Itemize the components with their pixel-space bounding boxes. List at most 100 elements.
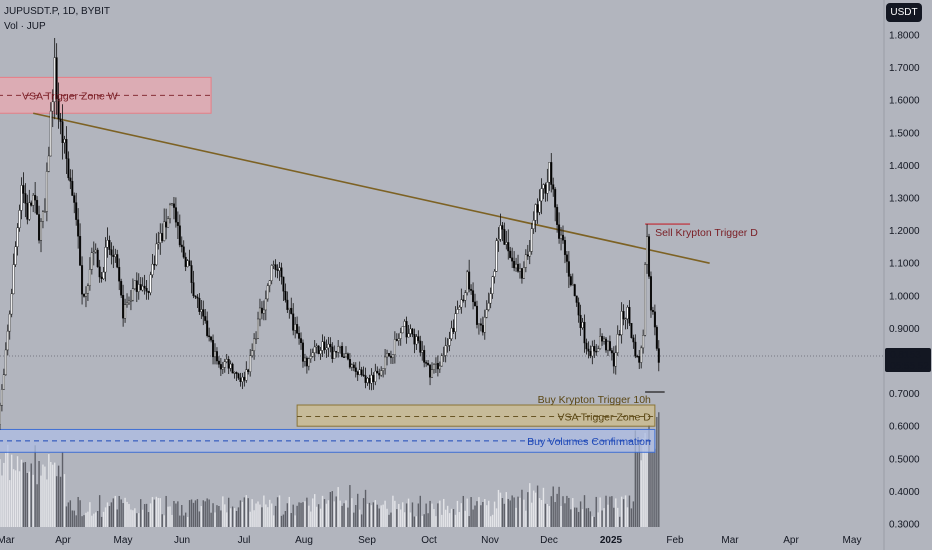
- candle: [591, 340, 594, 365]
- candle: [395, 333, 398, 342]
- volume-bar: [609, 496, 611, 527]
- candle-body: [309, 356, 312, 360]
- volume-bar: [579, 501, 582, 527]
- candle-body: [579, 314, 582, 328]
- volume-bar: [355, 505, 357, 527]
- candle: [317, 345, 320, 355]
- candle-body: [489, 293, 492, 304]
- candle-body: [59, 118, 62, 122]
- candle: [603, 336, 606, 345]
- volume-bar: [233, 508, 236, 527]
- volume-bar: [272, 515, 275, 527]
- candle: [648, 233, 651, 279]
- volume-bar: [581, 509, 584, 527]
- candle: [655, 325, 658, 351]
- candle: [483, 309, 486, 340]
- candle-body: [591, 346, 594, 357]
- candle: [98, 259, 101, 283]
- candle-body: [270, 265, 273, 281]
- candle-body: [585, 342, 588, 350]
- candle-body: [36, 199, 39, 215]
- volume-bar: [429, 500, 431, 527]
- candle-body: [346, 353, 349, 360]
- candle-body: [321, 341, 324, 351]
- volume-bar: [95, 512, 97, 527]
- candle: [106, 227, 109, 258]
- volume-bar: [284, 511, 287, 527]
- candle: [300, 332, 303, 350]
- candle: [344, 346, 347, 358]
- candle-body: [475, 305, 478, 325]
- candle: [139, 277, 142, 291]
- volume-bar: [171, 514, 173, 527]
- candle: [184, 252, 187, 272]
- candle: [417, 330, 420, 344]
- volume-bar: [519, 497, 521, 527]
- volume-bar: [67, 502, 70, 527]
- volume-bar: [149, 503, 152, 527]
- candle-body: [294, 324, 297, 331]
- candle-body: [515, 263, 518, 269]
- volume-bar: [112, 498, 115, 527]
- candle-body: [534, 204, 537, 221]
- volume-bar: [30, 463, 32, 527]
- candle: [388, 353, 391, 357]
- candle-body: [163, 221, 166, 241]
- candle: [303, 353, 306, 367]
- volume-bar: [310, 511, 312, 527]
- candle-body: [208, 335, 211, 338]
- candle: [149, 271, 152, 296]
- volume-bar: [190, 499, 193, 527]
- candle-body: [94, 249, 97, 253]
- candle: [565, 250, 568, 273]
- candle-body: [120, 281, 123, 296]
- volume-bar: [212, 503, 214, 527]
- volume-bar: [534, 492, 537, 527]
- candle: [112, 245, 115, 269]
- candle: [386, 349, 389, 366]
- candle: [100, 272, 103, 283]
- candle-body: [282, 276, 285, 292]
- candle: [96, 247, 99, 268]
- candle: [634, 334, 637, 359]
- candle: [348, 353, 351, 369]
- volume-bar: [179, 515, 181, 527]
- candle-body: [630, 323, 633, 339]
- candle-body: [487, 302, 490, 310]
- candle-body: [632, 337, 635, 343]
- candle-body: [456, 309, 459, 314]
- volume-bar: [531, 502, 533, 527]
- candle: [356, 370, 359, 381]
- volume-bar: [615, 498, 617, 527]
- candle: [59, 113, 62, 135]
- volume-bar: [308, 505, 310, 527]
- candle: [624, 317, 627, 330]
- candle-body: [83, 293, 86, 297]
- currency-badge[interactable]: USDT: [886, 3, 922, 22]
- volume-bar: [317, 504, 320, 527]
- volume-bar: [141, 509, 144, 527]
- candle: [186, 259, 189, 268]
- volume-bar: [177, 501, 179, 527]
- candle: [358, 361, 361, 376]
- level-label: Sell Krypton Trigger D: [655, 227, 758, 239]
- candle: [493, 269, 496, 284]
- candle: [415, 334, 418, 350]
- candle: [329, 337, 332, 353]
- time-axis[interactable]: Mar Apr May Jun Jul Aug Sep Oct Nov Dec 2025 Feb Mar…: [0, 535, 861, 546]
- volume-bar: [587, 507, 590, 527]
- candle: [274, 259, 277, 278]
- volume-bar: [339, 500, 341, 527]
- volume-bar: [388, 514, 390, 527]
- candle: [215, 347, 218, 365]
- candle: [579, 304, 582, 336]
- volume-bar: [357, 493, 359, 527]
- candle-body: [614, 352, 617, 367]
- candle: [413, 328, 416, 354]
- volume-bar: [296, 505, 298, 527]
- price-tick-label: 1.0000: [889, 291, 920, 302]
- candle: [286, 291, 289, 314]
- candle-body: [341, 346, 344, 357]
- volume-bar: [452, 509, 455, 527]
